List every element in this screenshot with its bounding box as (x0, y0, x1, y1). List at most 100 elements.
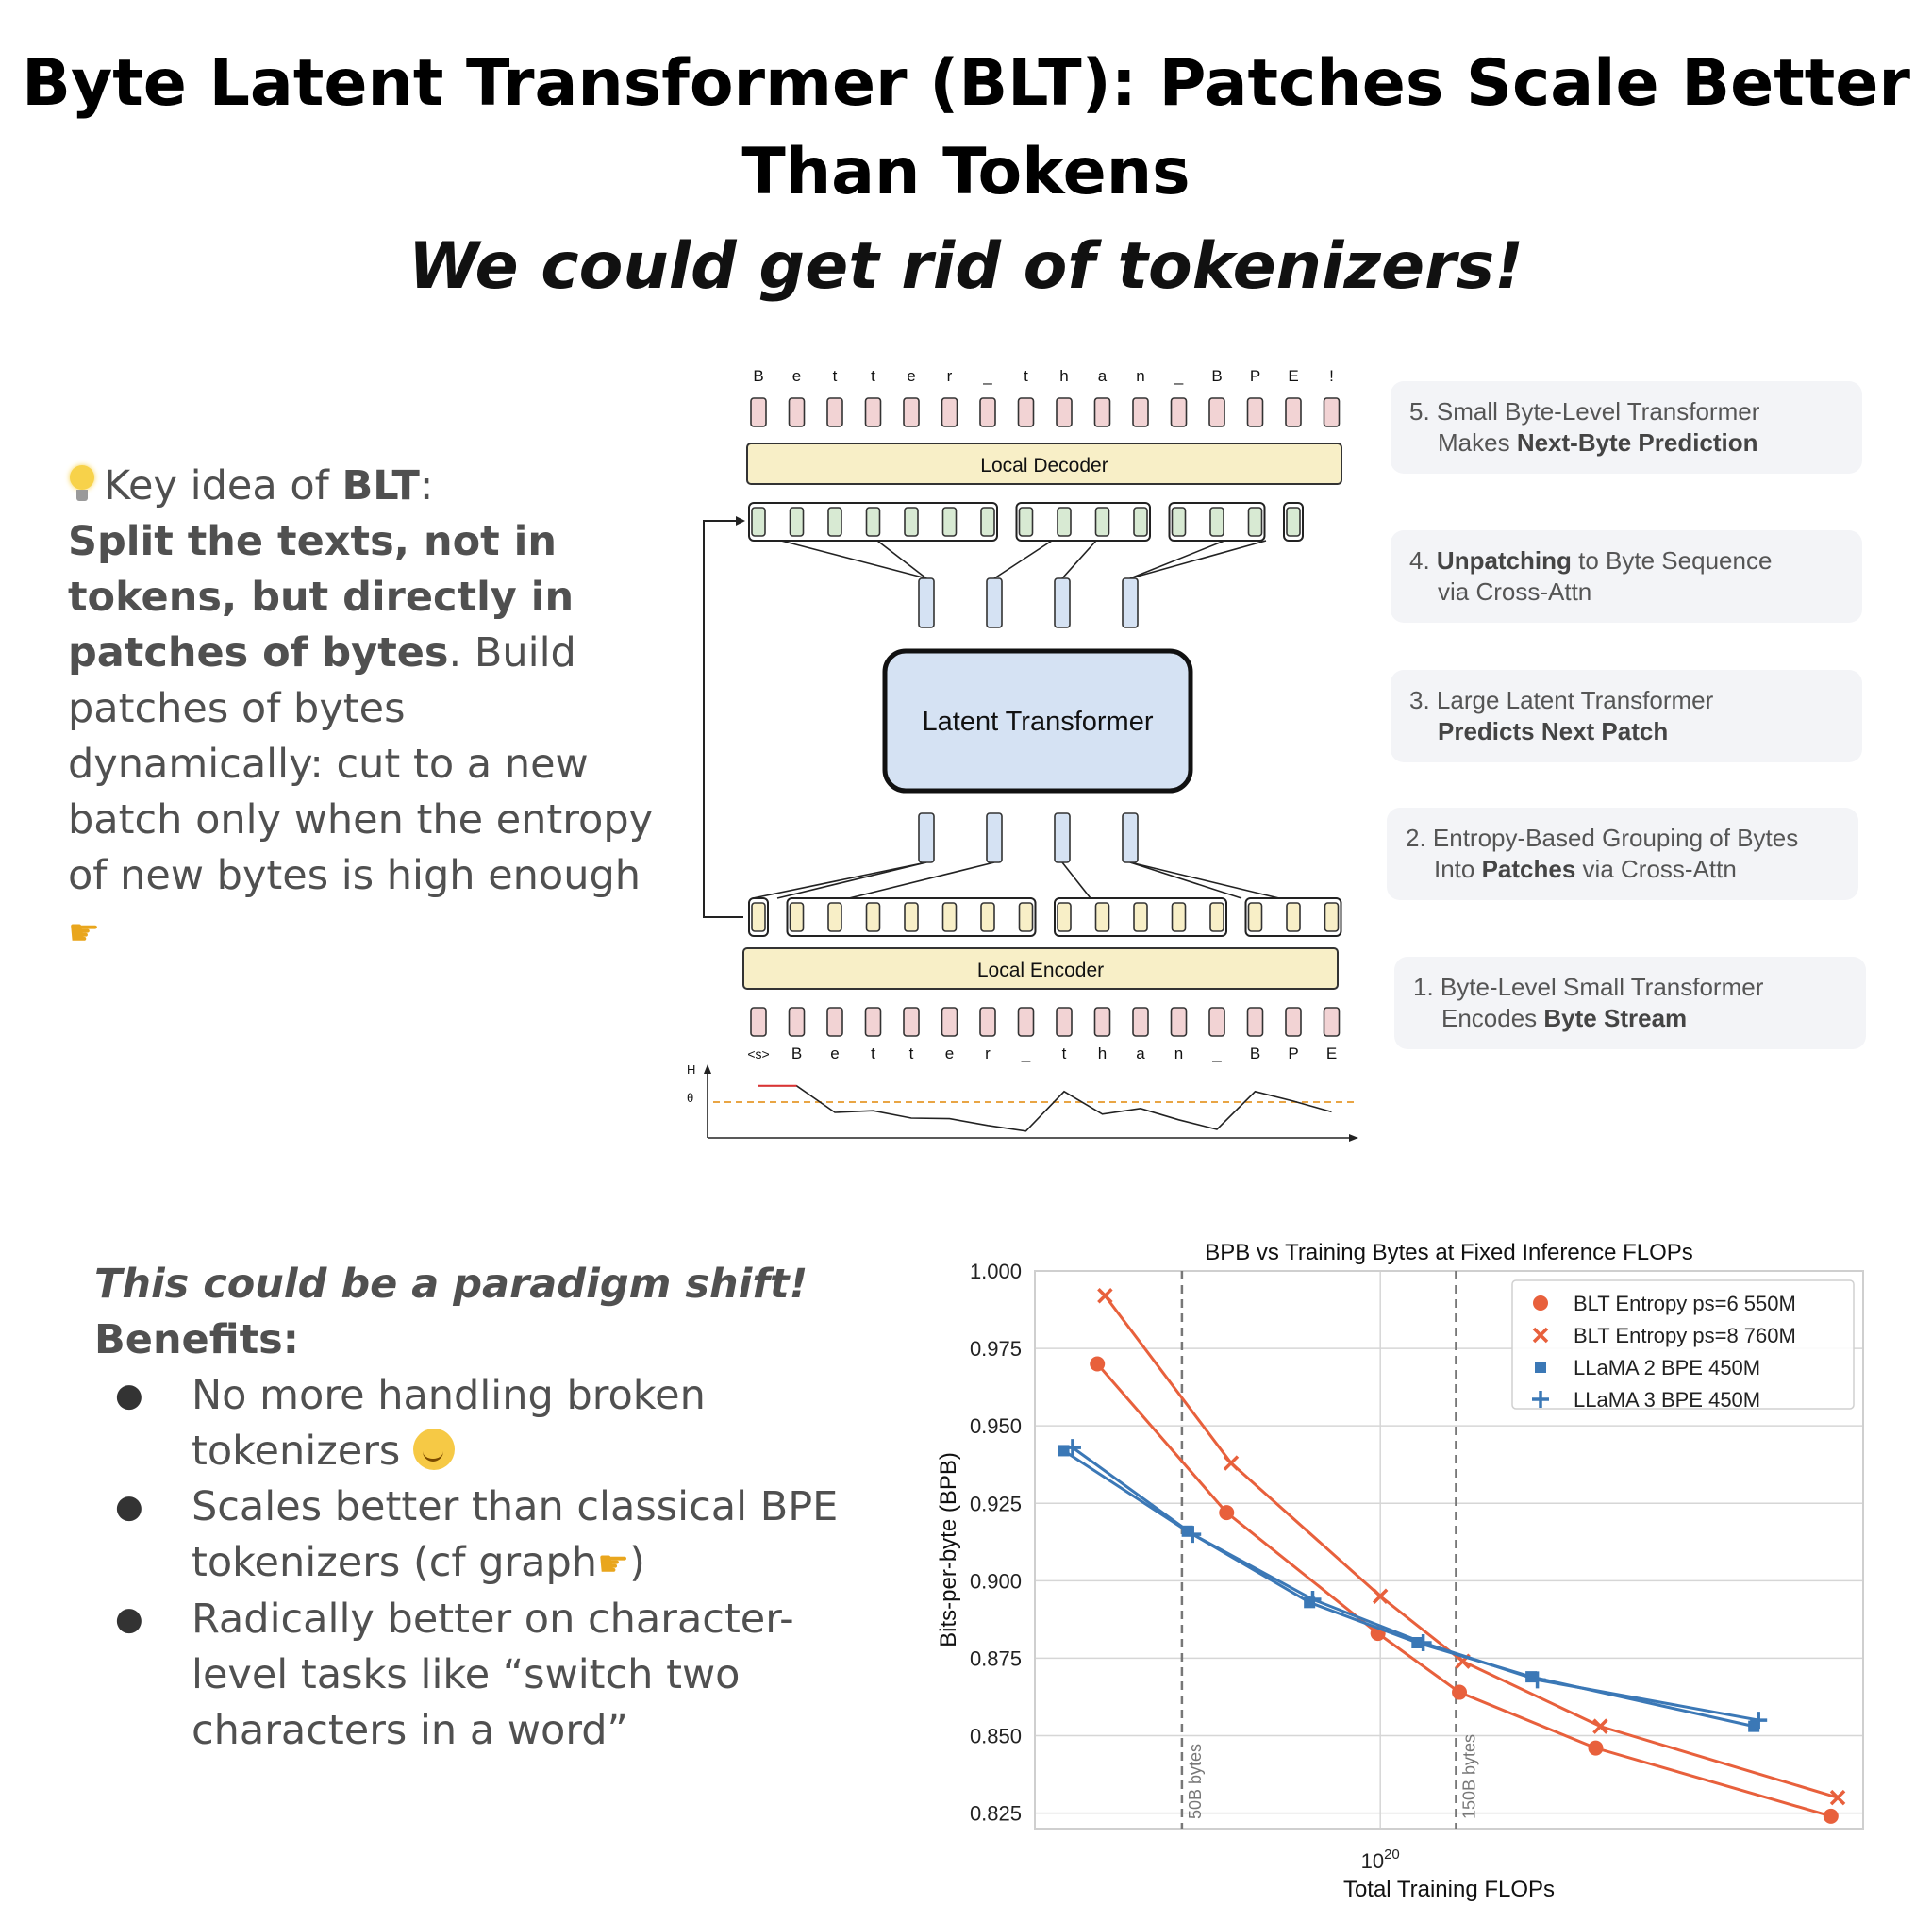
encoder-byte-cell (904, 902, 919, 932)
bottom-byte-cell (1093, 1007, 1111, 1037)
top-byte-char: E (1288, 367, 1298, 385)
bottom-byte-cell (826, 1007, 843, 1037)
top-byte-cell (1208, 397, 1225, 427)
series-group (1090, 1356, 1839, 1824)
step-text: Encodes (1441, 1004, 1544, 1032)
encoder-byte-cell (1094, 902, 1110, 932)
connector-line (1129, 540, 1225, 579)
top-byte-char: t (833, 367, 838, 385)
step-line-2: via Cross-Attn (1409, 577, 1843, 608)
decoder-byte-cell (1209, 507, 1224, 537)
data-point (1535, 1362, 1546, 1373)
series-group (1063, 1439, 1768, 1730)
top-byte-cell (1285, 397, 1302, 427)
series-line (1072, 1446, 1759, 1722)
key-idea-rest-text: . Build patches of bytes dynamically: cu… (68, 629, 654, 899)
entropy-theta-label: θ (687, 1091, 693, 1105)
series-line (1096, 1362, 1832, 1818)
top-byte-char: _ (1174, 367, 1184, 385)
list-item: Scales better than classical BPE tokeniz… (94, 1479, 887, 1592)
bottom-byte-cell (750, 1007, 767, 1037)
decoder-byte-cell (941, 507, 958, 537)
top-byte-cell (979, 397, 996, 427)
benefit-suffix: ) (629, 1539, 645, 1586)
pipeline-step: 2. Entropy-Based Grouping of Bytes Into P… (1387, 808, 1858, 900)
key-idea-text: Key idea of BLT: Split the texts, not in… (68, 459, 672, 961)
bottom-byte-char: B (791, 1045, 802, 1062)
step-line-1: 5. Small Byte-Level Transformer (1409, 396, 1843, 427)
local-encoder-label: Local Encoder (977, 960, 1104, 981)
step-text: 3. Large Latent Transformer (1409, 686, 1714, 714)
data-point (1829, 1789, 1846, 1806)
encoder-byte-cell (941, 902, 958, 932)
connector-line (1061, 861, 1091, 899)
list-item: Radically better on character-level task… (94, 1592, 887, 1759)
data-point (1414, 1634, 1432, 1651)
latent-input-cell (918, 812, 935, 863)
top-byte-char: a (1098, 367, 1108, 385)
decoder-byte-cell (1018, 507, 1034, 537)
data-point (1532, 1327, 1549, 1344)
plot-frame (1034, 1270, 1864, 1830)
step-text: Into (1434, 855, 1482, 883)
top-byte-char: ! (1329, 367, 1334, 385)
step-bold: Patches (1481, 855, 1576, 883)
legend-label: LLaMA 3 BPE 450M (1574, 1388, 1760, 1412)
encoder-byte-cell (1057, 902, 1072, 932)
series-group (1097, 1288, 1846, 1806)
step-text: 5. Small Byte-Level Transformer (1409, 397, 1760, 426)
connector-line (780, 540, 927, 579)
latent-input-cell (1054, 812, 1071, 863)
connector-line (876, 540, 927, 579)
entropy-curve (758, 1084, 1332, 1132)
encoder-byte-cell (1209, 902, 1224, 932)
connector-line (776, 861, 927, 899)
connector-line (1129, 540, 1267, 579)
bottom-byte-cell (1056, 1007, 1073, 1037)
top-byte-cell (1017, 397, 1035, 427)
top-byte-cell (941, 397, 958, 427)
y-tick-label: 0.850 (970, 1725, 1022, 1748)
benefit-text: Radically better on character-level task… (192, 1596, 794, 1754)
top-byte-cell (903, 397, 920, 427)
latent-output-cell (986, 577, 1003, 628)
step-bold: Predicts Next Patch (1438, 717, 1669, 745)
encoder-patch-group (1054, 897, 1227, 937)
bottom-byte-cell (941, 1007, 958, 1037)
benefits-heading: This could be a paradigm shift! (94, 1261, 808, 1308)
latent-output-cell (1054, 577, 1071, 628)
y-tick-label: 1.000 (970, 1260, 1022, 1283)
latent-transformer-box (882, 648, 1193, 794)
data-point (1090, 1356, 1106, 1372)
top-byte-cell (1246, 397, 1264, 427)
top-byte-char: t (1024, 367, 1028, 385)
decoder-byte-cell (827, 507, 842, 537)
top-byte-char: _ (982, 367, 992, 385)
key-idea-prefix: Key idea of (104, 462, 342, 510)
latent-output-cell (918, 577, 935, 628)
step-text: 4. (1409, 546, 1437, 575)
decoder-byte-cell (1171, 507, 1187, 537)
pipeline-step: 3. Large Latent Transformer Predicts Next… (1391, 670, 1862, 762)
x-tick-label: 1020 (1361, 1847, 1400, 1873)
bottom-byte-char: P (1288, 1045, 1298, 1062)
reference-vline-label: 150B bytes (1459, 1734, 1478, 1819)
step-line-1: 1. Byte-Level Small Transformer (1413, 972, 1847, 1003)
step-line-2: Predicts Next Patch (1409, 716, 1843, 747)
bottom-byte-cell (1132, 1007, 1149, 1037)
top-byte-char: e (792, 367, 801, 385)
legend-entry: BLT Entropy ps=6 550M (1533, 1292, 1796, 1315)
step-line-2: Encodes Byte Stream (1413, 1003, 1847, 1034)
decoder-patch-group (1283, 502, 1304, 542)
top-byte-cell (1132, 397, 1149, 427)
data-point (1592, 1718, 1608, 1734)
step-text: to Byte Sequence (1571, 546, 1773, 575)
encoder-byte-cell (1133, 902, 1148, 932)
step-text: 1. Byte-Level Small Transformer (1413, 973, 1764, 1001)
step-text: Makes (1438, 428, 1517, 457)
y-axis-label: Bits-per-byte (BPB) (936, 1452, 961, 1647)
skip-arrow-head (736, 516, 745, 526)
bottom-byte-char: a (1136, 1045, 1145, 1062)
step-bold: Byte Stream (1543, 1004, 1688, 1032)
